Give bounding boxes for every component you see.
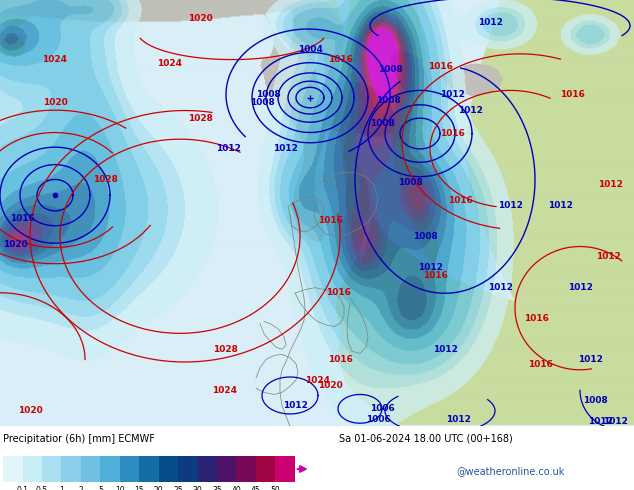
- Text: 1012: 1012: [598, 180, 623, 190]
- Text: 1028: 1028: [212, 345, 238, 354]
- Text: 1024: 1024: [212, 386, 238, 395]
- Text: 1008: 1008: [583, 396, 607, 405]
- Text: 1008: 1008: [370, 119, 394, 128]
- Text: 1020: 1020: [3, 240, 27, 249]
- Text: 1016: 1016: [427, 62, 453, 71]
- Text: 1012: 1012: [588, 416, 612, 426]
- Bar: [100, 456, 120, 482]
- Text: 1016: 1016: [524, 314, 548, 323]
- Bar: [61, 456, 81, 482]
- Text: 10: 10: [115, 486, 125, 490]
- Text: 1020: 1020: [188, 14, 212, 23]
- Text: 1006: 1006: [366, 415, 391, 424]
- Text: 1012: 1012: [498, 201, 522, 210]
- Text: 20: 20: [154, 486, 164, 490]
- Text: 1012: 1012: [439, 90, 465, 99]
- Text: 1012: 1012: [458, 106, 482, 116]
- Text: 1006: 1006: [370, 404, 394, 414]
- Text: Precipitatior (6h) [mm] ECMWF: Precipitatior (6h) [mm] ECMWF: [3, 434, 155, 444]
- Text: 1016: 1016: [560, 90, 585, 99]
- Bar: [3, 456, 23, 482]
- Text: 1016: 1016: [439, 129, 465, 138]
- Bar: [81, 456, 100, 482]
- Text: 40: 40: [231, 486, 242, 490]
- Text: 1012: 1012: [578, 355, 602, 364]
- Text: 1016: 1016: [326, 288, 351, 297]
- Text: 1008: 1008: [375, 96, 401, 105]
- Text: 1024: 1024: [306, 375, 330, 385]
- Text: 1008: 1008: [398, 178, 422, 187]
- Text: 1024: 1024: [157, 59, 183, 68]
- Text: 1008: 1008: [256, 90, 280, 99]
- Text: 0.1: 0.1: [16, 486, 29, 490]
- Text: 1012: 1012: [595, 252, 621, 261]
- Text: 0.5: 0.5: [36, 486, 48, 490]
- Text: 1016: 1016: [448, 196, 472, 205]
- Text: 1012: 1012: [446, 415, 470, 424]
- Text: 1012: 1012: [216, 145, 240, 153]
- Bar: [120, 456, 139, 482]
- Text: 1012: 1012: [283, 401, 307, 410]
- Text: 1004: 1004: [297, 45, 323, 54]
- Bar: [256, 456, 275, 482]
- Text: 1: 1: [59, 486, 64, 490]
- Bar: [198, 456, 217, 482]
- Bar: [23, 456, 42, 482]
- Text: 1028: 1028: [188, 114, 212, 122]
- Text: 1016: 1016: [318, 217, 342, 225]
- Text: 1012: 1012: [477, 18, 502, 27]
- Text: 1020: 1020: [318, 381, 342, 390]
- Text: 1020: 1020: [18, 406, 42, 416]
- Text: 1016: 1016: [527, 360, 552, 369]
- Text: 25: 25: [173, 486, 183, 490]
- Bar: [178, 456, 198, 482]
- Text: @weatheronline.co.uk: @weatheronline.co.uk: [456, 466, 565, 476]
- Text: 1012: 1012: [488, 283, 512, 292]
- Text: 1012: 1012: [273, 145, 297, 153]
- Bar: [217, 456, 236, 482]
- Text: 1008: 1008: [378, 65, 403, 74]
- Text: 1012: 1012: [418, 263, 443, 271]
- Text: 50: 50: [271, 486, 280, 490]
- Text: 30: 30: [193, 486, 202, 490]
- Bar: [275, 456, 295, 482]
- Text: 1016: 1016: [328, 55, 353, 64]
- Text: 1008: 1008: [413, 232, 437, 241]
- Text: 35: 35: [212, 486, 222, 490]
- Text: 1012: 1012: [548, 201, 573, 210]
- Text: 1012: 1012: [567, 283, 592, 292]
- Bar: [42, 456, 61, 482]
- Text: Sa 01-06-2024 18.00 UTC (00+168): Sa 01-06-2024 18.00 UTC (00+168): [339, 434, 513, 444]
- Bar: [139, 456, 158, 482]
- Text: 1024: 1024: [42, 55, 67, 64]
- Text: 1028: 1028: [93, 175, 117, 184]
- Text: 1008: 1008: [250, 98, 275, 107]
- Text: 1016: 1016: [328, 355, 353, 364]
- Bar: [158, 456, 178, 482]
- Text: 1016: 1016: [423, 271, 448, 280]
- Text: 15: 15: [134, 486, 144, 490]
- Text: 1016: 1016: [10, 214, 34, 223]
- Text: 2: 2: [79, 486, 83, 490]
- Bar: [236, 456, 256, 482]
- Text: 1020: 1020: [42, 98, 67, 107]
- Text: 1012: 1012: [602, 416, 628, 426]
- Text: 5: 5: [98, 486, 103, 490]
- Text: 45: 45: [251, 486, 261, 490]
- Text: 1012: 1012: [432, 345, 458, 354]
